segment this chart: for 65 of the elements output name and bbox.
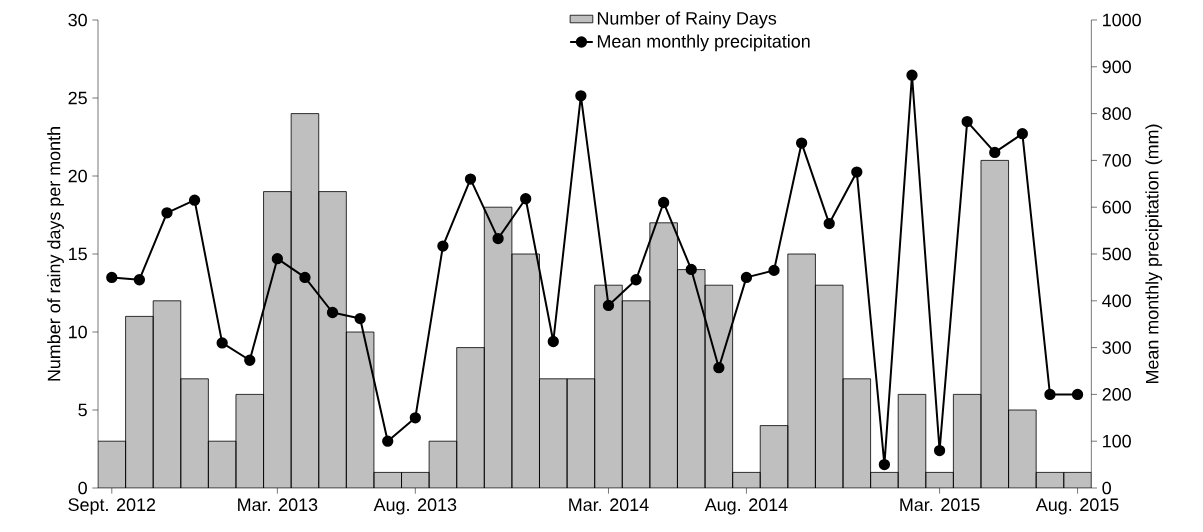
- y2-tick-label: 900: [1102, 60, 1131, 74]
- point: [382, 435, 394, 447]
- point: [244, 354, 256, 366]
- y2-tick-label: 400: [1102, 294, 1131, 308]
- point: [464, 173, 477, 185]
- y-tick-label: 30: [68, 13, 87, 27]
- y2-tick-label: 500: [1102, 247, 1131, 261]
- y-axis-title: Number of rainy days per month: [47, 127, 64, 381]
- point: [602, 299, 615, 312]
- point: [878, 458, 891, 471]
- point: [409, 412, 421, 424]
- point: [326, 306, 339, 319]
- point: [933, 444, 946, 457]
- x-tick-label: Mar. 2014: [569, 498, 649, 512]
- point: [133, 274, 146, 286]
- y2-tick-label: 600: [1102, 200, 1131, 214]
- legend-label: Number of Rainy Days: [597, 11, 777, 29]
- point: [685, 263, 697, 276]
- point: [989, 146, 1001, 159]
- x-tick-label: Mar. 2015: [900, 498, 980, 512]
- y2-tick-label: 1000: [1103, 13, 1141, 27]
- y2-tick-label: 300: [1102, 341, 1131, 354]
- y2-tick-label: 700: [1102, 154, 1131, 167]
- y-tick-label: 0: [78, 481, 87, 495]
- y2-tick-label: 200: [1102, 388, 1131, 401]
- point: [630, 274, 642, 286]
- point: [1016, 128, 1029, 140]
- point: [492, 232, 504, 245]
- point: [106, 271, 118, 284]
- y2-tick-label: 0: [1102, 481, 1111, 495]
- y-tick-label: 5: [78, 403, 87, 417]
- point: [851, 166, 863, 178]
- point: [547, 335, 559, 348]
- x-tick-label: Aug. 2014: [704, 498, 788, 515]
- point: [575, 90, 587, 102]
- x-tick-label: Sept. 2012: [68, 498, 156, 515]
- x-tick-label: Aug. 2015: [1035, 498, 1119, 515]
- point: [437, 240, 449, 252]
- point: [823, 217, 835, 230]
- point: [188, 194, 201, 206]
- y-tick-label: 15: [69, 247, 87, 261]
- y-tick-label: 10: [69, 325, 87, 339]
- point: [161, 207, 173, 219]
- point: [354, 312, 366, 325]
- point: [713, 362, 725, 374]
- point: [520, 193, 532, 205]
- point: [658, 196, 670, 209]
- y-tick-label: 25: [68, 91, 87, 105]
- point: [216, 337, 228, 349]
- point: [740, 271, 753, 284]
- x-tick-label: Aug. 2013: [373, 498, 457, 515]
- y-tick-label: 20: [68, 169, 87, 183]
- point: [795, 137, 808, 149]
- point: [768, 264, 780, 277]
- x-tick-label: Mar. 2013: [238, 498, 318, 512]
- point: [906, 69, 918, 81]
- legend-label: Mean monthly precipitation: [597, 34, 810, 52]
- point: [299, 271, 311, 284]
- y2-axis-title: Mean monthly precipitation (mm): [1145, 124, 1163, 384]
- point: [271, 253, 284, 265]
- point: [1071, 388, 1084, 401]
- point: [1044, 388, 1056, 401]
- point: [961, 115, 973, 128]
- y2-tick-label: 100: [1103, 434, 1131, 448]
- y2-tick-label: 800: [1102, 107, 1131, 120]
